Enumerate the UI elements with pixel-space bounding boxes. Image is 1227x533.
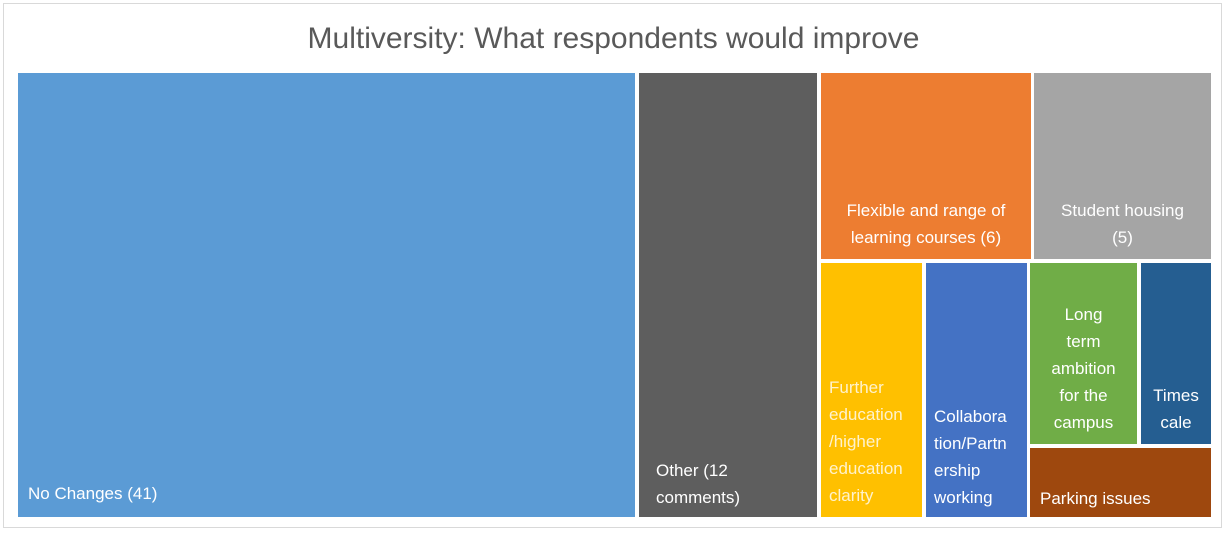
- treemap-tile-collaboration: Collabora tion/Partn ership working: [926, 263, 1027, 517]
- treemap-tile-further-education: Further education /higher education clar…: [821, 263, 922, 517]
- treemap-tile-flexible-courses: Flexible and range of learning courses (…: [821, 73, 1031, 259]
- treemap-tile-timescale: Times cale: [1141, 263, 1211, 444]
- treemap-tile-other: Other (12 comments): [639, 73, 817, 517]
- treemap-label-other: Other (12 comments): [656, 461, 741, 507]
- treemap-label-parking-issues: Parking issues: [1040, 489, 1151, 508]
- treemap-label-flexible-courses: Flexible and range of learning courses (…: [846, 201, 1006, 247]
- treemap-tile-parking-issues: Parking issues: [1030, 448, 1211, 517]
- treemap-tile-student-housing: Student housing (5): [1034, 73, 1211, 259]
- treemap-label-no-changes: No Changes (41): [28, 484, 158, 503]
- chart-title: Multiversity: What respondents would imp…: [307, 22, 920, 55]
- treemap-label-long-term-ambition: Long term ambition for the campus: [1051, 305, 1116, 432]
- treemap-label-collaboration: Collabora tion/Partn ership working: [934, 407, 1007, 507]
- treemap-tile-no-changes: No Changes (41): [18, 73, 635, 517]
- treemap-label-timescale: Times cale: [1153, 386, 1199, 432]
- treemap-tile-long-term-ambition: Long term ambition for the campus: [1030, 263, 1137, 444]
- treemap-label-further-education: Further education /higher education clar…: [829, 378, 903, 505]
- treemap-label-student-housing: Student housing (5): [1061, 201, 1184, 247]
